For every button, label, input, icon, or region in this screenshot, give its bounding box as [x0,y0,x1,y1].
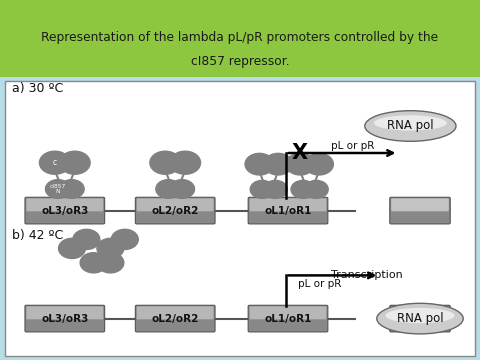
Text: oL2/oR2: oL2/oR2 [152,206,199,216]
Bar [0,0,480,77]
FancyBboxPatch shape [137,306,214,319]
Circle shape [264,180,288,198]
Circle shape [286,153,315,175]
Circle shape [156,180,181,198]
Circle shape [39,151,70,174]
Circle shape [170,151,201,174]
Text: oL1/oR1: oL1/oR1 [264,206,312,216]
FancyBboxPatch shape [25,305,105,332]
FancyBboxPatch shape [26,198,103,211]
FancyBboxPatch shape [25,197,105,224]
Text: Representation of the lambda pL/pR promoters controlled by the: Representation of the lambda pL/pR promo… [41,31,439,44]
Ellipse shape [377,303,463,334]
FancyBboxPatch shape [391,306,449,319]
Text: cI857 repressor.: cI857 repressor. [191,55,289,68]
Circle shape [304,153,333,175]
Circle shape [150,151,180,174]
FancyBboxPatch shape [250,306,326,319]
Text: oL1/oR1: oL1/oR1 [264,314,312,324]
Circle shape [46,180,71,198]
Circle shape [97,238,124,258]
Text: Transcription: Transcription [332,270,403,280]
Circle shape [97,253,124,273]
Text: oL2/oR2: oL2/oR2 [152,314,199,324]
Text: oL3/oR3: oL3/oR3 [41,314,88,324]
FancyBboxPatch shape [391,198,449,211]
Circle shape [304,180,328,198]
Circle shape [60,151,90,174]
Circle shape [245,153,274,175]
FancyBboxPatch shape [248,197,328,224]
Text: a) 30 ºC: a) 30 ºC [12,82,63,95]
Ellipse shape [365,111,456,141]
Text: oL3/oR3: oL3/oR3 [41,206,88,216]
Circle shape [73,229,100,249]
Circle shape [291,180,315,198]
Text: RNA pol: RNA pol [387,120,434,132]
Text: cI857
N: cI857 N [50,184,66,194]
Text: pL or pR: pL or pR [331,141,374,151]
FancyBboxPatch shape [137,198,214,211]
Text: c: c [53,158,57,167]
FancyBboxPatch shape [390,197,450,224]
Text: X: X [292,143,308,163]
FancyBboxPatch shape [248,305,328,332]
FancyBboxPatch shape [250,198,326,211]
Text: pL or pR: pL or pR [298,279,341,289]
FancyBboxPatch shape [26,306,103,319]
FancyBboxPatch shape [135,197,215,224]
Bar [5,81,475,356]
Circle shape [264,153,292,175]
Text: RNA pol: RNA pol [396,312,444,325]
FancyBboxPatch shape [135,305,215,332]
Circle shape [59,238,85,258]
Circle shape [250,180,274,198]
Circle shape [111,229,138,249]
Text: b) 42 ºC: b) 42 ºC [12,229,63,242]
Circle shape [80,253,107,273]
Ellipse shape [374,115,447,131]
FancyBboxPatch shape [390,305,450,332]
Circle shape [169,180,194,198]
Ellipse shape [385,308,455,323]
Circle shape [59,180,84,198]
